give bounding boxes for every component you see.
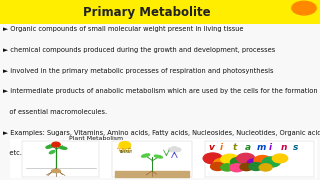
Text: i: i <box>269 143 272 152</box>
Ellipse shape <box>52 169 60 173</box>
Circle shape <box>221 164 234 171</box>
Circle shape <box>254 156 271 165</box>
Text: v: v <box>208 143 214 152</box>
Ellipse shape <box>46 145 53 148</box>
Text: ► intermediate products of anabolic metabolism which are used by the cells for t: ► intermediate products of anabolic meta… <box>3 88 318 94</box>
Text: t: t <box>232 143 236 152</box>
Circle shape <box>171 147 178 150</box>
Bar <box>10 139 317 178</box>
Circle shape <box>174 148 181 152</box>
Text: Plant Metabolism: Plant Metabolism <box>69 136 123 141</box>
Text: m: m <box>257 143 266 152</box>
Ellipse shape <box>155 155 162 158</box>
Text: i: i <box>220 143 223 152</box>
Text: s: s <box>293 143 299 152</box>
Circle shape <box>211 163 225 170</box>
Ellipse shape <box>141 154 150 157</box>
Bar <box>205 141 314 177</box>
Text: ► Examples: Sugars, Vitamins, Amino acids, Fatty acids, Nucleosides, Nucleotides: ► Examples: Sugars, Vitamins, Amino acid… <box>3 130 320 136</box>
Text: n: n <box>281 143 287 152</box>
Bar <box>0 0 320 24</box>
Circle shape <box>52 142 60 147</box>
Text: a: a <box>244 143 251 152</box>
Text: Primary Metabolite: Primary Metabolite <box>84 6 211 19</box>
Circle shape <box>214 158 230 167</box>
Circle shape <box>203 153 222 164</box>
Circle shape <box>262 157 280 167</box>
Circle shape <box>259 164 272 171</box>
Ellipse shape <box>49 150 55 154</box>
Text: etc.: etc. <box>3 150 22 156</box>
Circle shape <box>249 163 263 170</box>
Circle shape <box>168 148 175 152</box>
Circle shape <box>272 154 288 163</box>
Circle shape <box>240 163 253 171</box>
Circle shape <box>221 154 239 164</box>
Bar <box>112 141 192 177</box>
Text: ► involved in the primary metabolic processes of respiration and photosynthesis: ► involved in the primary metabolic proc… <box>3 68 274 73</box>
Circle shape <box>230 164 244 172</box>
Circle shape <box>237 153 255 163</box>
Bar <box>22 141 99 177</box>
Text: ► chemical compounds produced during the growth and development, processes: ► chemical compounds produced during the… <box>3 47 276 53</box>
Circle shape <box>119 142 131 148</box>
Circle shape <box>247 159 261 167</box>
Text: LIGHT
ENERGY: LIGHT ENERGY <box>120 146 133 154</box>
Circle shape <box>230 158 246 166</box>
Text: ► Organic compounds of small molecular weight present in living tissue: ► Organic compounds of small molecular w… <box>3 26 244 32</box>
Circle shape <box>292 1 316 15</box>
Text: of essential macromolecules.: of essential macromolecules. <box>3 109 107 115</box>
Ellipse shape <box>59 147 67 149</box>
